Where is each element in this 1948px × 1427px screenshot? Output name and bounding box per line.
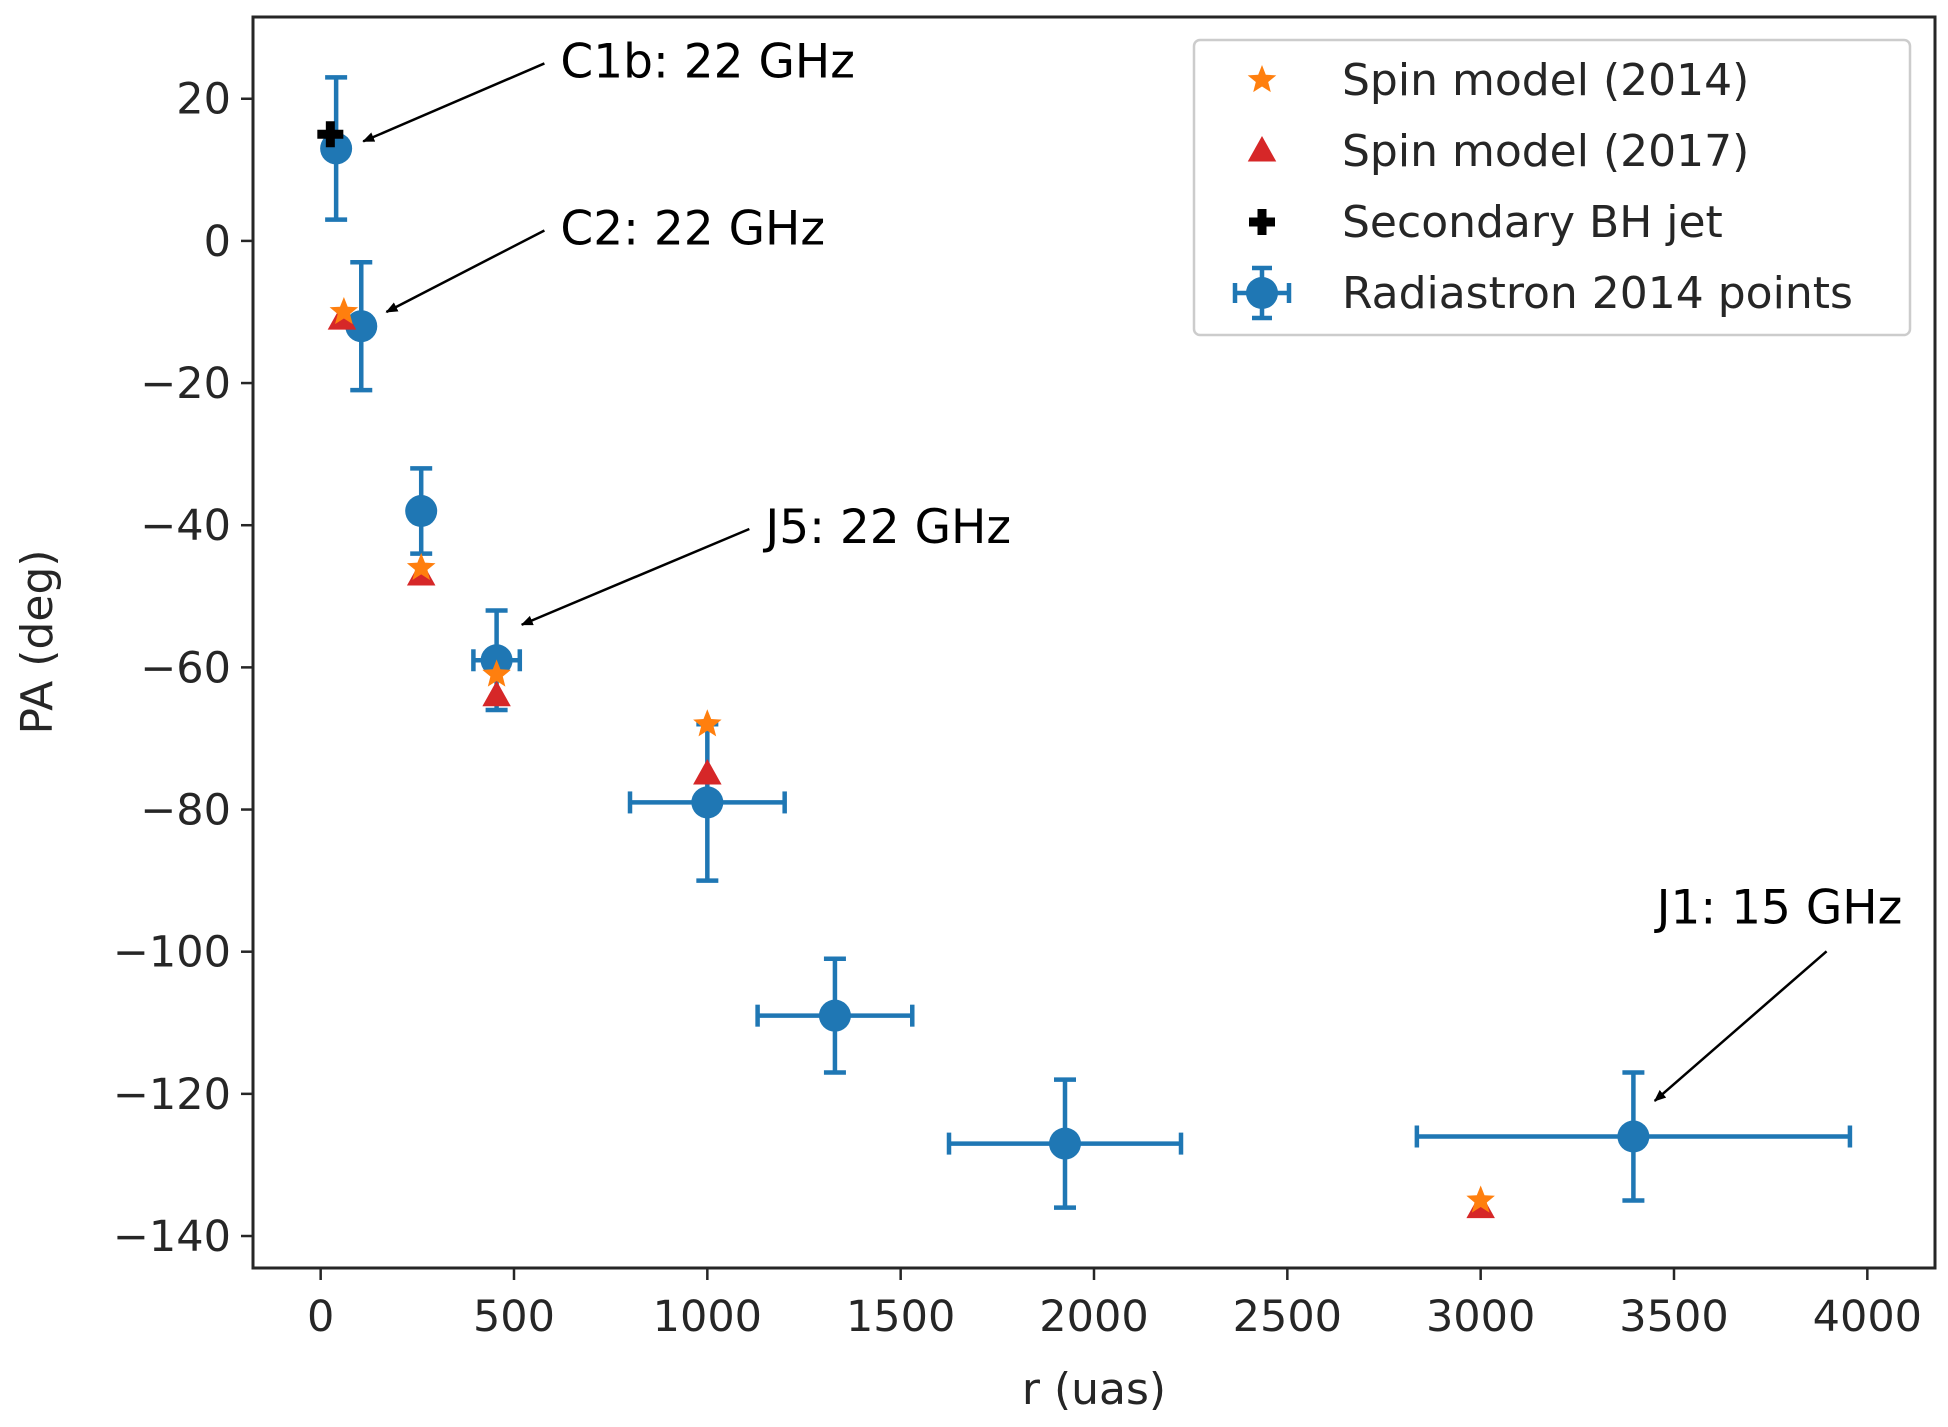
y-tick-label: 20 [176,75,231,125]
spin-model-2014-point [329,297,359,325]
x-tick-label: 500 [473,1292,555,1342]
legend-label: Secondary BH jet [1342,197,1723,248]
legend-marker [1247,65,1277,93]
annotation-arrow [520,527,750,626]
radiastron-point [405,495,438,528]
legend: Spin model (2014) Spin model (2017) Second… [1192,38,1912,337]
secondary-bh-jet-point [317,121,344,148]
y-tick-label: −120 [113,1070,231,1120]
y-tick-label: −20 [140,359,231,409]
annotation-arrow [362,62,545,143]
x-tick-label: 3000 [1426,1292,1535,1342]
x-tick-label: 2500 [1233,1292,1342,1342]
radiastron-point [1617,1120,1650,1153]
legend-entry: Spin model (2017) [1247,126,1749,177]
x-tick-label: 2000 [1039,1292,1148,1342]
radiastron-point [691,786,724,819]
spin-model-2017-point [693,758,722,785]
legend-marker-radiastron [1246,277,1278,309]
legend-label: Spin model (2014) [1342,55,1749,106]
legend-marker [1249,209,1275,235]
y-tick-label: −140 [113,1212,231,1262]
x-tick-label: 4000 [1813,1292,1922,1342]
legend-label: Spin model (2017) [1342,126,1749,177]
annotation-arrow [1653,950,1828,1102]
radiastron-point [345,310,378,343]
radiastron-point [818,999,851,1032]
legend-marker [1247,136,1277,162]
marker-layer [317,121,1650,1219]
y-axis-label: PA (deg) [12,549,63,734]
y-tick-label: −100 [113,928,231,978]
x-tick-label: 1500 [846,1292,955,1342]
annotation-label: C2: 22 GHz [560,201,825,256]
y-tick-label: −60 [140,643,231,693]
annotation-label: J5: 22 GHz [762,500,1011,555]
spin-model-2014-point [693,709,722,737]
legend-box [1192,38,1912,337]
y-tick-label: −40 [140,501,231,551]
y-tick-label: 0 [204,217,231,267]
spin-model-2014-point [482,659,511,687]
legend-label: Radiastron 2014 points [1342,268,1853,319]
x-axis-label: r (uas) [1022,1364,1166,1415]
y-tick-label: −80 [140,786,231,836]
legend-entry: Spin model (2014) [1247,55,1749,106]
annotation-layer: C1b: 22 GHz C2: 22 GHz J5: 22 GHz J1: 15 GH… [362,34,1903,1102]
plot-frame [251,15,1937,1270]
annotation-label: J1: 15 GHz [1654,880,1903,935]
annotation-label: C1b: 22 GHz [560,34,855,89]
spin-model-2017-point [482,680,511,707]
spin-model-2014-point [1466,1185,1495,1213]
tick-layer: 0 500 1000 1500 2000 2500 3000 3500 4000 20 0 −20 −4… [113,75,1922,1342]
spin-model-2014-point [406,552,436,580]
annotation-arrow [385,229,545,314]
x-tick-label: 0 [307,1292,334,1342]
x-tick-label: 3500 [1619,1292,1728,1342]
radiastron-point [1049,1127,1081,1160]
x-tick-label: 1000 [653,1292,762,1342]
legend-entry: Radiastron 2014 points [1232,265,1853,321]
legend-entry: Secondary BH jet [1249,197,1723,248]
